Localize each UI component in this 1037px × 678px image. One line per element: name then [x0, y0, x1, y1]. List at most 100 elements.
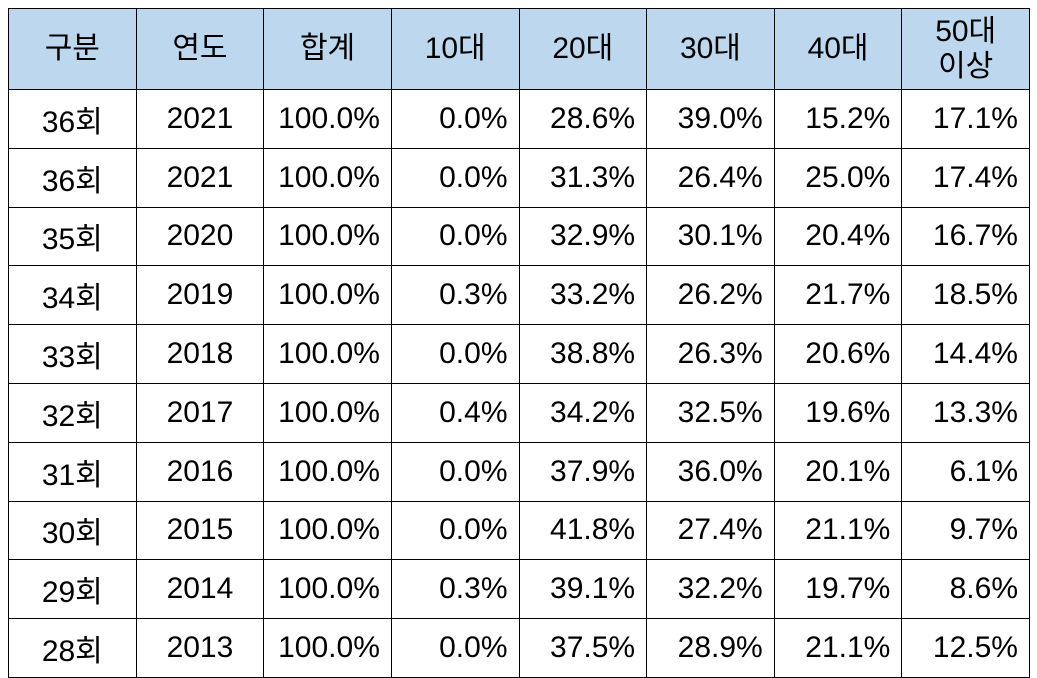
cell-total: 100.0% — [263, 500, 392, 561]
cell-50s-plus: 14.4% — [901, 324, 1030, 384]
table-body: 36회 2021 100.0% 0.0% 28.6% 39.0% 15.2% 1… — [8, 89, 1030, 678]
cell-10s: 0.0% — [390, 89, 520, 149]
cell-20s: 31.3% — [518, 147, 648, 208]
cell-total: 100.0% — [263, 89, 392, 149]
cell-round: 35회 — [8, 206, 137, 267]
cell-10s: 0.0% — [390, 618, 520, 678]
cell-20s: 28.6% — [518, 89, 648, 149]
cell-round: 36회 — [8, 89, 137, 149]
cell-round: 29회 — [8, 559, 137, 620]
cell-30s: 39.0% — [646, 89, 775, 149]
header-cell-total: 합계 — [263, 8, 392, 90]
cell-30s: 26.4% — [646, 147, 775, 208]
cell-20s: 37.5% — [518, 618, 648, 678]
cell-30s: 26.3% — [646, 324, 775, 384]
cell-40s: 20.4% — [773, 206, 903, 267]
header-cell-20s: 20대 — [518, 8, 648, 90]
table-row: 36회 2021 100.0% 0.0% 28.6% 39.0% 15.2% 1… — [8, 89, 1030, 149]
cell-10s: 0.3% — [390, 559, 520, 620]
cell-total: 100.0% — [263, 265, 392, 326]
cell-50s-plus: 17.4% — [901, 147, 1030, 208]
cell-round: 31회 — [8, 441, 137, 502]
cell-30s: 36.0% — [646, 441, 775, 502]
header-cell-40s: 40대 — [773, 8, 903, 90]
cell-10s: 0.3% — [390, 265, 520, 326]
cell-50s-plus: 8.6% — [901, 559, 1030, 620]
cell-20s: 41.8% — [518, 500, 648, 561]
cell-year: 2018 — [135, 324, 265, 384]
header-row: 구분 연도 합계 10대 20대 30대 40대 50대 이상 — [8, 8, 1030, 90]
cell-total: 100.0% — [263, 206, 392, 267]
table-row: 30회 2015 100.0% 0.0% 41.8% 27.4% 21.1% 9… — [8, 500, 1030, 561]
cell-40s: 19.6% — [773, 382, 903, 443]
table-header: 구분 연도 합계 10대 20대 30대 40대 50대 이상 — [8, 8, 1030, 90]
cell-40s: 21.7% — [773, 265, 903, 326]
cell-20s: 39.1% — [518, 559, 648, 620]
cell-year: 2021 — [135, 89, 265, 149]
table-row: 35회 2020 100.0% 0.0% 32.9% 30.1% 20.4% 1… — [8, 206, 1030, 267]
cell-round: 33회 — [8, 324, 137, 384]
cell-30s: 30.1% — [646, 206, 775, 267]
cell-total: 100.0% — [263, 618, 392, 678]
header-cell-50s-plus: 50대 이상 — [901, 8, 1030, 90]
table-row: 29회 2014 100.0% 0.3% 39.1% 32.2% 19.7% 8… — [8, 559, 1030, 620]
cell-20s: 38.8% — [518, 324, 648, 384]
header-cell-10s: 10대 — [390, 8, 520, 90]
cell-20s: 37.9% — [518, 441, 648, 502]
cell-50s-plus: 12.5% — [901, 618, 1030, 678]
cell-40s: 25.0% — [773, 147, 903, 208]
cell-year: 2017 — [135, 382, 265, 443]
cell-10s: 0.4% — [390, 382, 520, 443]
cell-50s-plus: 17.1% — [901, 89, 1030, 149]
header-cell-category: 구분 — [8, 8, 137, 90]
cell-10s: 0.0% — [390, 206, 520, 267]
cell-50s-plus: 16.7% — [901, 206, 1030, 267]
cell-40s: 21.1% — [773, 500, 903, 561]
cell-total: 100.0% — [263, 382, 392, 443]
cell-year: 2020 — [135, 206, 265, 267]
cell-50s-plus: 6.1% — [901, 441, 1030, 502]
cell-year: 2019 — [135, 265, 265, 326]
cell-50s-plus: 13.3% — [901, 382, 1030, 443]
cell-50s-plus: 9.7% — [901, 500, 1030, 561]
cell-round: 36회 — [8, 147, 137, 208]
cell-40s: 19.7% — [773, 559, 903, 620]
cell-10s: 0.0% — [390, 147, 520, 208]
cell-year: 2016 — [135, 441, 265, 502]
cell-total: 100.0% — [263, 441, 392, 502]
header-cell-year: 연도 — [135, 8, 265, 90]
cell-30s: 32.2% — [646, 559, 775, 620]
cell-10s: 0.0% — [390, 441, 520, 502]
table-row: 34회 2019 100.0% 0.3% 33.2% 26.2% 21.7% 1… — [8, 265, 1030, 326]
cell-20s: 34.2% — [518, 382, 648, 443]
cell-20s: 33.2% — [518, 265, 648, 326]
header-cell-30s: 30대 — [646, 8, 775, 90]
cell-20s: 32.9% — [518, 206, 648, 267]
cell-year: 2014 — [135, 559, 265, 620]
cell-30s: 26.2% — [646, 265, 775, 326]
cell-30s: 27.4% — [646, 500, 775, 561]
table-row: 32회 2017 100.0% 0.4% 34.2% 32.5% 19.6% 1… — [8, 382, 1030, 443]
cell-round: 34회 — [8, 265, 137, 326]
cell-10s: 0.0% — [390, 500, 520, 561]
cell-year: 2021 — [135, 147, 265, 208]
cell-40s: 20.6% — [773, 324, 903, 384]
cell-round: 32회 — [8, 382, 137, 443]
table-row: 31회 2016 100.0% 0.0% 37.9% 36.0% 20.1% 6… — [8, 441, 1030, 502]
cell-50s-plus: 18.5% — [901, 265, 1030, 326]
cell-30s: 28.9% — [646, 618, 775, 678]
cell-total: 100.0% — [263, 324, 392, 384]
cell-30s: 32.5% — [646, 382, 775, 443]
age-distribution-table: 구분 연도 합계 10대 20대 30대 40대 50대 이상 36회 2021… — [8, 8, 1030, 678]
cell-40s: 20.1% — [773, 441, 903, 502]
cell-total: 100.0% — [263, 559, 392, 620]
table-row: 28회 2013 100.0% 0.0% 37.5% 28.9% 21.1% 1… — [8, 618, 1030, 678]
table-row: 36회 2021 100.0% 0.0% 31.3% 26.4% 25.0% 1… — [8, 147, 1030, 208]
cell-10s: 0.0% — [390, 324, 520, 384]
cell-total: 100.0% — [263, 147, 392, 208]
cell-year: 2013 — [135, 618, 265, 678]
cell-40s: 21.1% — [773, 618, 903, 678]
cell-40s: 15.2% — [773, 89, 903, 149]
table-row: 33회 2018 100.0% 0.0% 38.8% 26.3% 20.6% 1… — [8, 324, 1030, 384]
cell-round: 30회 — [8, 500, 137, 561]
